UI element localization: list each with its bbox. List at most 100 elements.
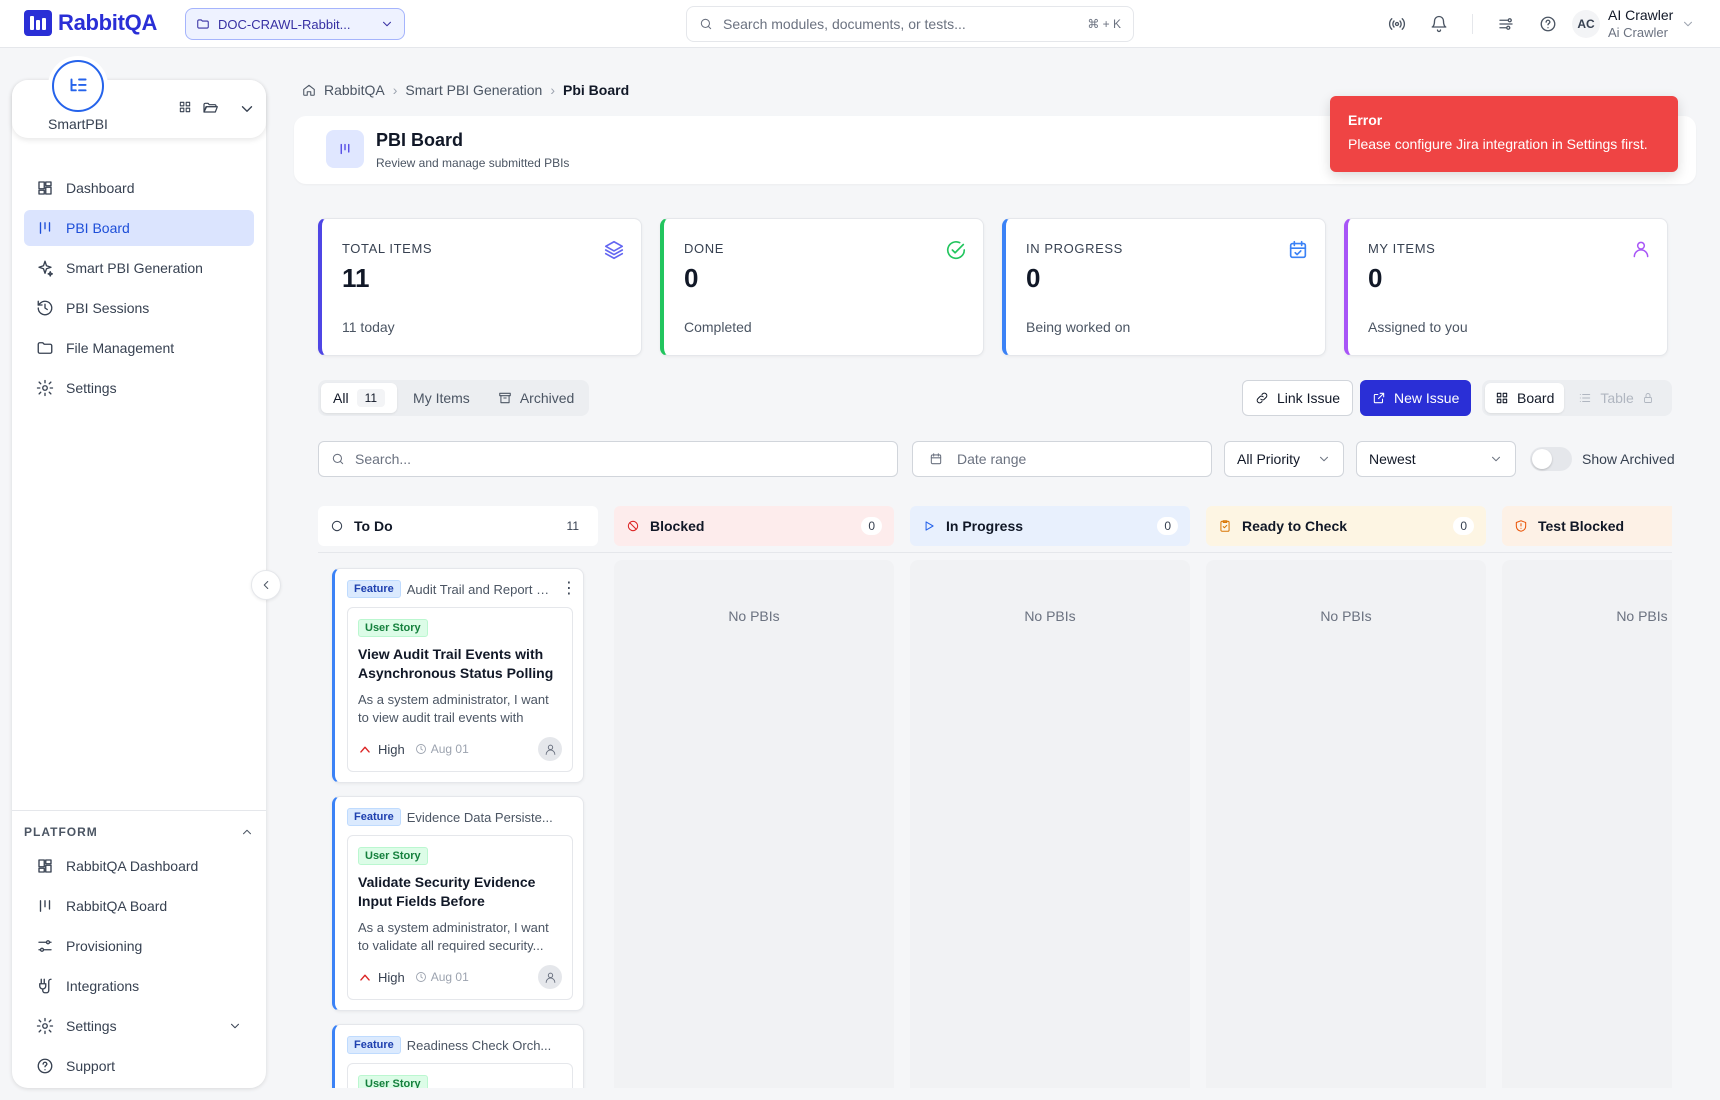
tab-archived[interactable]: Archived (486, 383, 586, 413)
story-description: As a system administrator, I want to vie… (358, 692, 549, 725)
grid-view-button[interactable] (178, 100, 192, 118)
sidebar-item-integrations[interactable]: Integrations (24, 968, 254, 1004)
column-header-ready-to-check[interactable]: Ready to Check 0 (1206, 506, 1486, 546)
breadcrumb-item[interactable]: Smart PBI Generation (405, 82, 543, 98)
sidebar-item-rabbitqa-dashboard[interactable]: RabbitQA Dashboard (24, 848, 254, 884)
column-header-blocked[interactable]: Blocked 0 (614, 506, 894, 546)
pbi-card[interactable]: Feature Audit Trail and Report E... ⋮ Us… (332, 568, 584, 783)
app-logo[interactable]: RabbitQA (24, 10, 157, 36)
clock-icon (415, 972, 426, 982)
pbi-search-input[interactable]: Search... (318, 441, 898, 477)
date-range-picker[interactable]: Date range (912, 441, 1212, 477)
show-archived-toggle[interactable]: Show Archived (1530, 447, 1675, 471)
user-icon (545, 744, 555, 755)
breadcrumb: RabbitQA › Smart PBI Generation › Pbi Bo… (302, 82, 629, 98)
column-header-to-do[interactable]: To Do 11 (318, 506, 598, 546)
tab-label: Archived (519, 390, 575, 406)
stat-done: DONE 0 Completed (660, 218, 984, 356)
sidebar-item-settings[interactable]: Settings (24, 370, 254, 406)
breadcrumb-separator: › (550, 82, 555, 98)
broadcast-button[interactable] (1388, 15, 1406, 33)
user-story-badge: User Story (358, 847, 428, 865)
column-header-test-blocked[interactable]: Test Blocked (1502, 506, 1672, 546)
user-story[interactable]: User Story (347, 1063, 573, 1088)
module-switcher[interactable]: SmartPBI (12, 60, 266, 138)
error-toast[interactable]: Error Please configure Jira integration … (1330, 96, 1678, 172)
grid-icon (1496, 392, 1508, 404)
sort-select[interactable]: Newest (1356, 441, 1516, 477)
tab-my-items[interactable]: My Items (401, 383, 482, 413)
sidebar-item-dashboard[interactable]: Dashboard (24, 170, 254, 206)
priority-value: All Priority (1237, 451, 1301, 467)
platform-nav: RabbitQA Dashboard RabbitQA Board Provis… (24, 848, 254, 1088)
gear-icon (36, 1017, 54, 1035)
stat-total-items: TOTAL ITEMS 11 11 today (318, 218, 642, 356)
feature-badge: Feature (347, 580, 401, 598)
stat-value: 0 (684, 263, 699, 293)
column-count: 11 (559, 517, 586, 535)
folder-button[interactable] (202, 100, 218, 118)
pbi-card[interactable]: Feature Readiness Check Orch... User Sto… (332, 1024, 584, 1088)
sidebar-item-rabbitqa-board[interactable]: RabbitQA Board (24, 888, 254, 924)
sidebar-item-label: Integrations (66, 978, 140, 994)
tab-all[interactable]: All 11 (321, 383, 398, 413)
user-icon (1633, 241, 1649, 258)
user-story[interactable]: User Story Validate Security Evidence In… (347, 835, 573, 1000)
customize-button[interactable] (1497, 15, 1515, 33)
sliders-icon (38, 940, 52, 952)
home-icon (303, 84, 315, 96)
sidebar-item-label: Settings (66, 1018, 117, 1034)
button-label: Table (1600, 390, 1634, 406)
stat-label: MY ITEMS (1368, 241, 1436, 256)
module-dropdown-button[interactable] (238, 100, 256, 118)
link-icon (1256, 392, 1268, 404)
sidebar-item-smart-pbi-generation[interactable]: Smart PBI Generation (24, 250, 254, 286)
pbi-card[interactable]: Feature Evidence Data Persiste... User S… (332, 796, 584, 1011)
more-options-icon[interactable]: ⋮ (561, 580, 577, 597)
sidebar-item-platform-settings[interactable]: Settings (24, 1008, 254, 1044)
help-button[interactable] (1539, 15, 1557, 33)
toast-message: Please configure Jira integration in Set… (1348, 136, 1648, 152)
filter-tabs: All 11 My Items Archived (318, 380, 590, 416)
search-icon (700, 18, 712, 30)
sidebar-item-label: RabbitQA Dashboard (66, 858, 199, 874)
collapse-sidebar-button[interactable] (251, 570, 281, 600)
empty-state: No PBIs (1320, 608, 1372, 624)
column-header-in-progress[interactable]: In Progress 0 (910, 506, 1190, 546)
assignee-avatar[interactable] (538, 737, 562, 761)
global-search[interactable]: Search modules, documents, or tests... ⌘… (686, 6, 1134, 42)
project-selector[interactable]: DOC-CRAWL-Rabbit... (185, 8, 405, 40)
sidebar-item-file-management[interactable]: File Management (24, 330, 254, 366)
tab-count: 11 (356, 389, 386, 407)
sidebar-item-provisioning[interactable]: Provisioning (24, 928, 254, 964)
user-menu[interactable]: AC AI Crawler Ai Crawler (1572, 6, 1695, 42)
platform-section-toggle[interactable]: PLATFORM (24, 818, 254, 846)
chevron-left-icon (263, 580, 269, 590)
sidebar-item-pbi-board[interactable]: PBI Board (24, 210, 254, 246)
assignee-avatar[interactable] (538, 965, 562, 989)
dashboard-icon (38, 181, 52, 195)
button-label: Link Issue (1277, 390, 1341, 406)
view-toggle: Board Table (1482, 380, 1672, 416)
sidebar-item-pbi-sessions[interactable]: PBI Sessions (24, 290, 254, 326)
toggle-switch[interactable] (1530, 447, 1572, 471)
breadcrumb-item[interactable]: RabbitQA (324, 82, 385, 98)
feature-title: Evidence Data Persiste... (406, 809, 553, 825)
new-issue-button[interactable]: New Issue (1360, 380, 1472, 416)
sidebar-item-support[interactable]: Support (24, 1048, 254, 1084)
feature-title: Readiness Check Orch... (406, 1037, 552, 1053)
column-body-test-blocked: No PBIs (1502, 560, 1672, 1088)
tab-label: All (333, 390, 349, 406)
grid-icon (179, 101, 191, 113)
board-view-button[interactable]: Board (1485, 383, 1565, 413)
sidebar-item-label: PBI Board (66, 220, 130, 236)
user-story[interactable]: User Story View Audit Trail Events with … (347, 607, 573, 772)
sidebar-item-label: Support (66, 1058, 116, 1074)
priority-select[interactable]: All Priority (1224, 441, 1344, 477)
priority-high-icon (360, 974, 370, 981)
clock-icon (415, 744, 426, 754)
link-issue-button[interactable]: Link Issue (1242, 380, 1354, 416)
button-label: New Issue (1394, 390, 1460, 406)
table-view-button[interactable]: Table (1568, 383, 1663, 413)
notifications-button[interactable] (1430, 15, 1448, 33)
